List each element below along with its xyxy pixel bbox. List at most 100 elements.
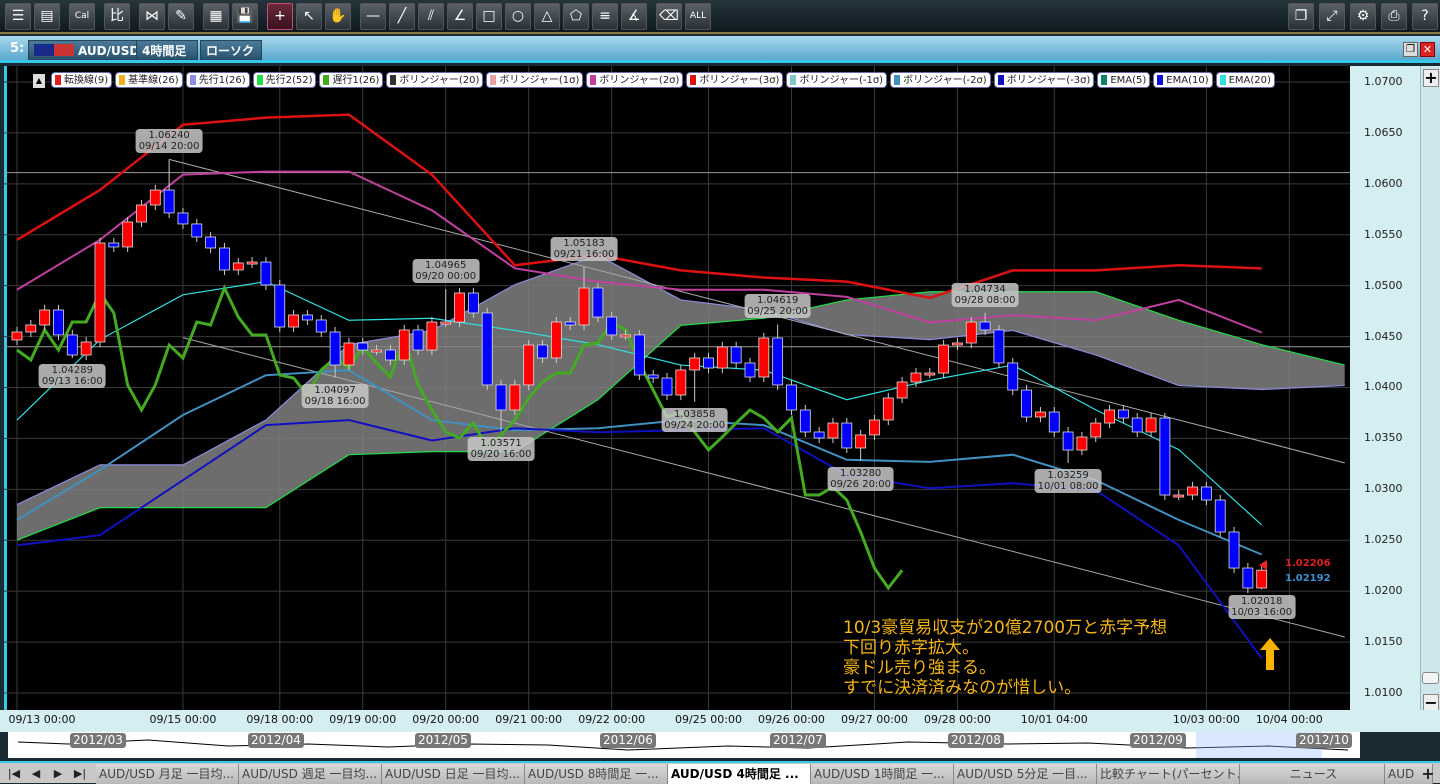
- chart-tab[interactable]: AUD/USD 4時間足 ...: [668, 764, 811, 784]
- window-button[interactable]: ❐: [1288, 3, 1314, 30]
- navigator-month-label: 2012/03: [70, 733, 126, 748]
- candle: [744, 362, 756, 378]
- time-tick-label: 10/03 00:00: [1172, 713, 1240, 726]
- add-tab-button[interactable]: +: [1421, 764, 1435, 783]
- legend-swatch: [894, 75, 901, 85]
- first-tab-button[interactable]: |◀: [7, 767, 21, 780]
- candle: [799, 409, 811, 433]
- candle: [910, 372, 922, 383]
- navigator[interactable]: 2012/03 2012/04 2012/05 2012/06 2012/07 2012/…: [8, 732, 1360, 758]
- candle: [108, 242, 120, 248]
- chart-type-selector[interactable]: ローソク: [200, 40, 262, 60]
- close-window-button[interactable]: ✕: [1420, 42, 1435, 57]
- timeframe-selector[interactable]: 4時間足: [136, 40, 198, 60]
- legend-item[interactable]: EMA(5): [1097, 72, 1151, 88]
- vertical-zoom-scrollbar[interactable]: + −: [1420, 66, 1440, 716]
- navigator-month-label: 2012/08: [948, 733, 1004, 748]
- chart-tab[interactable]: AUD/USD 8時間足 一...: [525, 764, 668, 784]
- legend-item[interactable]: 基準線(26): [115, 72, 183, 88]
- legend-item[interactable]: ボリンジャー(-3σ): [993, 72, 1095, 88]
- candle: [191, 223, 203, 238]
- zoom-out-button[interactable]: −: [1423, 693, 1439, 712]
- legend-item[interactable]: ボリンジャー(3σ): [686, 72, 784, 88]
- chart-tab[interactable]: AUD/USD 1時間足 一...: [811, 764, 954, 784]
- legend-swatch: [1157, 75, 1164, 85]
- chart-tab[interactable]: 比較チャート(パーセント...: [1097, 764, 1240, 784]
- print-button[interactable]: ⎙: [1381, 3, 1407, 30]
- pentagon-button[interactable]: ⬠: [563, 3, 589, 30]
- price-axis[interactable]: 1.0700 1.0650 1.0600 1.0550 1.0500 1.0450 1.04…: [1350, 66, 1420, 710]
- help-button[interactable]: ?: [1412, 3, 1438, 30]
- calendar-button[interactable]: Cal: [69, 3, 95, 30]
- candle: [53, 309, 64, 336]
- fan-button[interactable]: ∡: [621, 3, 647, 30]
- trend-line-button[interactable]: ╱: [389, 3, 415, 30]
- time-tick-label: 10/01 04:00: [1020, 713, 1088, 726]
- chart-tabs: |◀ ◀ ▶ ▶| AUD/USD 月足 一目均... AUD/USD 週足 一目均...…: [0, 761, 1440, 784]
- restore-window-button[interactable]: ❐: [1403, 42, 1418, 57]
- legend-item[interactable]: 先行2(52): [252, 72, 317, 88]
- legend-item[interactable]: EMA(20): [1215, 72, 1275, 88]
- compare-button[interactable]: 比: [104, 3, 130, 30]
- legend-swatch: [490, 75, 497, 85]
- indicator-button[interactable]: ⋈: [139, 3, 165, 30]
- list-button[interactable]: ☰: [5, 3, 31, 30]
- candle: [205, 236, 217, 249]
- price-chart[interactable]: 転換線(9) 基準線(26) 先行1(26) 先行2(52) 遅行1(26) ボリンジャー…: [4, 66, 1350, 710]
- candle: [467, 292, 479, 314]
- chart-tab[interactable]: AUD/USD 週足 一目均...: [239, 764, 382, 784]
- candle: [25, 324, 37, 333]
- legend-item[interactable]: EMA(10): [1153, 72, 1213, 88]
- legend-item[interactable]: ボリンジャー(1σ): [486, 72, 584, 88]
- chart-tab[interactable]: AUD: [1385, 764, 1433, 784]
- legend-item[interactable]: ボリンジャー(-2σ): [890, 72, 991, 88]
- price-tick-label: 1.0350: [1364, 431, 1403, 445]
- candle: [66, 334, 78, 356]
- chart-tab[interactable]: AUD/USD 5分足 一目...: [954, 764, 1097, 784]
- new-chart-button[interactable]: ▤: [34, 3, 60, 30]
- chart-settings-button[interactable]: ▦: [203, 3, 229, 30]
- hand-button[interactable]: ✋: [325, 3, 351, 30]
- candle: [1145, 417, 1157, 433]
- next-tab-button[interactable]: ▶: [53, 767, 63, 780]
- eraser-button[interactable]: ⌫: [656, 3, 682, 30]
- horizontal-line-button[interactable]: —: [360, 3, 386, 30]
- candle: [758, 337, 770, 378]
- legend-item[interactable]: ボリンジャー(20): [386, 72, 484, 88]
- rectangle-button[interactable]: □: [476, 3, 502, 30]
- legend-item[interactable]: ボリンジャー(2σ): [586, 72, 684, 88]
- legend-collapse-button[interactable]: ▲: [33, 74, 45, 88]
- fullscreen-button[interactable]: ⤢: [1319, 3, 1345, 30]
- zoom-slider-handle[interactable]: [1422, 672, 1439, 684]
- candle: [703, 357, 714, 369]
- chart-tab[interactable]: AUD/USD 日足 一目均...: [382, 764, 525, 784]
- chart-tab[interactable]: AUD/USD 月足 一目均...: [96, 764, 239, 784]
- candle: [620, 334, 631, 338]
- candle: [813, 431, 825, 439]
- time-tick-label: 09/20 00:00: [412, 713, 480, 726]
- legend-item[interactable]: ボリンジャー(-1σ): [786, 72, 888, 88]
- legend-item[interactable]: 遅行1(26): [319, 72, 384, 88]
- fib-retracement-button[interactable]: ≡: [592, 3, 618, 30]
- gear-button[interactable]: ⚙: [1350, 3, 1376, 30]
- fibonacci-button[interactable]: ∠: [447, 3, 473, 30]
- legend-item[interactable]: 転換線(9): [51, 72, 113, 88]
- last-tab-button[interactable]: ▶|: [73, 767, 87, 780]
- circle-button[interactable]: ○: [505, 3, 531, 30]
- price-annotation: 1.04734 09/28 08:00: [951, 282, 1019, 307]
- chart-tab[interactable]: ニュース: [1240, 764, 1385, 784]
- save-button[interactable]: 💾: [232, 3, 258, 30]
- pencil-button[interactable]: ✎: [168, 3, 194, 30]
- candle: [869, 419, 880, 436]
- time-tick-label: 09/27 00:00: [841, 713, 908, 726]
- erase-all-button[interactable]: ALL: [685, 3, 711, 30]
- prev-tab-button[interactable]: ◀: [31, 767, 41, 780]
- candle: [136, 204, 147, 223]
- cursor-button[interactable]: ↖: [296, 3, 322, 30]
- symbol-selector[interactable]: AUD/USD: [28, 40, 146, 60]
- zoom-in-button[interactable]: +: [1423, 68, 1439, 87]
- triangle-button[interactable]: △: [534, 3, 560, 30]
- parallel-lines-button[interactable]: ⫽: [418, 3, 444, 30]
- legend-item[interactable]: 先行1(26): [185, 72, 250, 88]
- crosshair-button[interactable]: +: [267, 3, 293, 30]
